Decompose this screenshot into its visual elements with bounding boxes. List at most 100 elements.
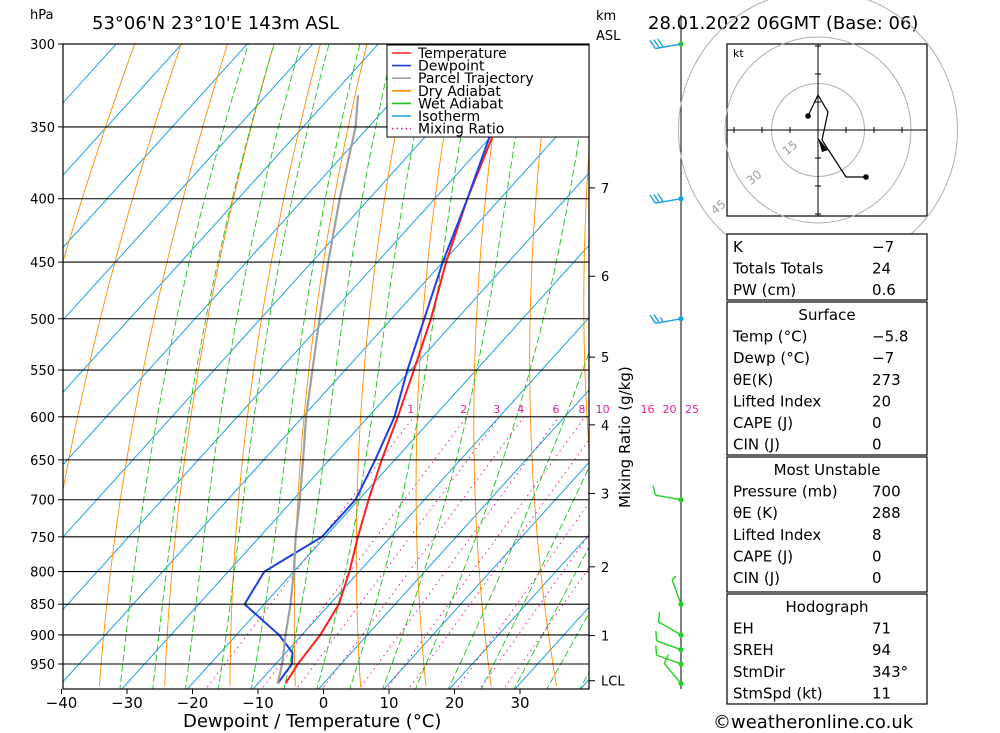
temperature-tick-label: −10 <box>242 694 274 712</box>
most-unstable-table: Most Unstable Pressure (mb) 700 θE (K) 288 Li… <box>726 456 928 593</box>
table-row-label: Lifted Index <box>733 392 821 410</box>
pressure-tick-label: 300 <box>30 38 55 53</box>
wet-adiabat-line <box>250 44 361 689</box>
table-row-value: 288 <box>872 504 901 522</box>
isotherm-line <box>63 44 314 321</box>
wind-barb <box>663 654 682 684</box>
wind-barb <box>655 645 682 665</box>
legend-label: Mixing Ratio <box>418 122 504 138</box>
mixing-ratio-label: 8 <box>578 403 585 416</box>
pressure-tick-label: 950 <box>30 658 55 673</box>
pressure-tick-label: 750 <box>30 531 55 546</box>
table-row-label: PW (cm) <box>733 281 796 299</box>
temperature-tick-label: 0 <box>319 694 329 712</box>
wind-level-dot <box>678 661 684 667</box>
skewt-plot: 1 2 3 4 6 8 10 16 20 25 3003504004505005506006507… <box>30 38 1000 712</box>
hodograph-ring-label: 45 <box>708 197 729 218</box>
temperature-tick-label: 10 <box>379 694 398 712</box>
wet-adiabat-line <box>480 466 589 689</box>
dry-adiabat-line <box>229 44 321 687</box>
table-row-value: 24 <box>872 260 891 278</box>
height-tick-label: 1 <box>601 630 609 645</box>
wind-barb <box>655 630 682 651</box>
km-label: km <box>596 9 616 24</box>
table-row-label: CAPE (J) <box>733 547 793 565</box>
wet-adiabat-line <box>349 44 478 689</box>
temperature-tick-label: −20 <box>177 694 209 712</box>
wind-level-dot <box>678 316 684 322</box>
wet-adiabat-line <box>119 44 249 689</box>
table-row-label: K <box>733 238 744 256</box>
mixing-ratio-label: 2 <box>460 403 467 416</box>
mixing-ratio-line <box>479 533 589 689</box>
credit-text: ©weatheronline.co.uk <box>713 712 914 733</box>
mixing-ratio-axis-label: Mixing Ratio (g/kg) <box>616 366 634 508</box>
mixing-ratio-line <box>503 566 589 689</box>
x-axis-label: Dewpoint / Temperature (°C) <box>183 711 441 732</box>
pressure-tick-label: 700 <box>30 494 55 509</box>
pressure-tick-label: 600 <box>30 411 55 426</box>
dry-adiabat-line <box>355 44 414 687</box>
wind-barb <box>649 38 682 50</box>
mixing-ratio-line <box>295 416 501 689</box>
wet-adiabat-line <box>152 44 275 689</box>
isotherm-line <box>383 461 589 689</box>
table-row-label: CAPE (J) <box>733 414 793 432</box>
storm-motion-arrow <box>818 138 828 152</box>
wind-level-dot <box>678 497 684 503</box>
mixing-ratio-label: 20 <box>663 403 677 416</box>
mixing-ratio-label: 6 <box>553 403 560 416</box>
wet-adiabat-line <box>546 612 589 689</box>
mixing-ratio-line <box>321 416 525 689</box>
dry-adiabat-line <box>971 44 1000 686</box>
legend-label: Isotherm <box>418 109 480 125</box>
table-row-value: 273 <box>872 371 901 389</box>
isotherm-line <box>63 44 117 104</box>
hodograph-start-dot <box>805 113 811 119</box>
pressure-tick-label: 800 <box>30 566 55 581</box>
pressure-tick-label: 900 <box>30 629 55 644</box>
table-row-value: 94 <box>872 641 891 659</box>
isotherm-line <box>448 534 589 689</box>
temperature-axis: −40 −30 −20 −10 0 10 20 30 <box>46 689 530 712</box>
temperature-line <box>284 44 540 685</box>
wet-adiabat-line <box>415 73 589 689</box>
legend-label: Dewpoint <box>418 59 485 75</box>
pressure-tick-label: 650 <box>30 454 55 469</box>
table-row-value: 0 <box>872 436 882 454</box>
height-tick-label: 3 <box>601 488 609 503</box>
legend-label: Parcel Trajectory <box>418 71 534 87</box>
table-row-label: θE (K) <box>733 504 778 522</box>
indices-table: K −7 Totals Totals 24 PW (cm) 0.6 <box>726 233 928 301</box>
table-row-label: Lifted Index <box>733 526 821 544</box>
table-row-label: CIN (J) <box>733 569 780 587</box>
temperature-tick-label: −30 <box>111 694 143 712</box>
surface-table: Surface Temp (°C) −5.8 Dewp (°C) −7 θE(K) 273 L… <box>726 301 928 456</box>
temperature-tick-label: −40 <box>46 694 78 712</box>
pressure-tick-label: 450 <box>30 256 55 271</box>
height-tick-label: 5 <box>601 351 609 366</box>
hodograph-trace <box>807 93 866 178</box>
table-row-value: −7 <box>872 349 894 367</box>
pressure-tick-label: 850 <box>30 598 55 613</box>
wind-barb <box>649 314 682 325</box>
table-row-label: StmDir <box>733 663 786 681</box>
wind-profile <box>649 15 684 689</box>
mixing-ratio-label: 25 <box>685 403 699 416</box>
pressure-tick-label: 550 <box>30 364 55 379</box>
dry-adiabat-line <box>63 44 136 264</box>
dry-adiabat-line <box>924 44 1000 686</box>
mixing-ratio-label: 4 <box>517 403 524 416</box>
table-row-value: −5.8 <box>872 328 908 346</box>
table-row-value: 11 <box>872 684 891 702</box>
height-tick-label: 7 <box>601 182 609 197</box>
table-title: Hodograph <box>785 598 868 616</box>
table-row-value: 0 <box>872 414 882 432</box>
height-tick-label: 6 <box>601 270 609 285</box>
location-title: 53°06'N 23°10'E 143m ASL <box>92 13 339 34</box>
hodograph-unit: kt <box>733 47 744 60</box>
height-tick-label: LCL <box>601 675 625 690</box>
table-row-value: −7 <box>872 238 894 256</box>
